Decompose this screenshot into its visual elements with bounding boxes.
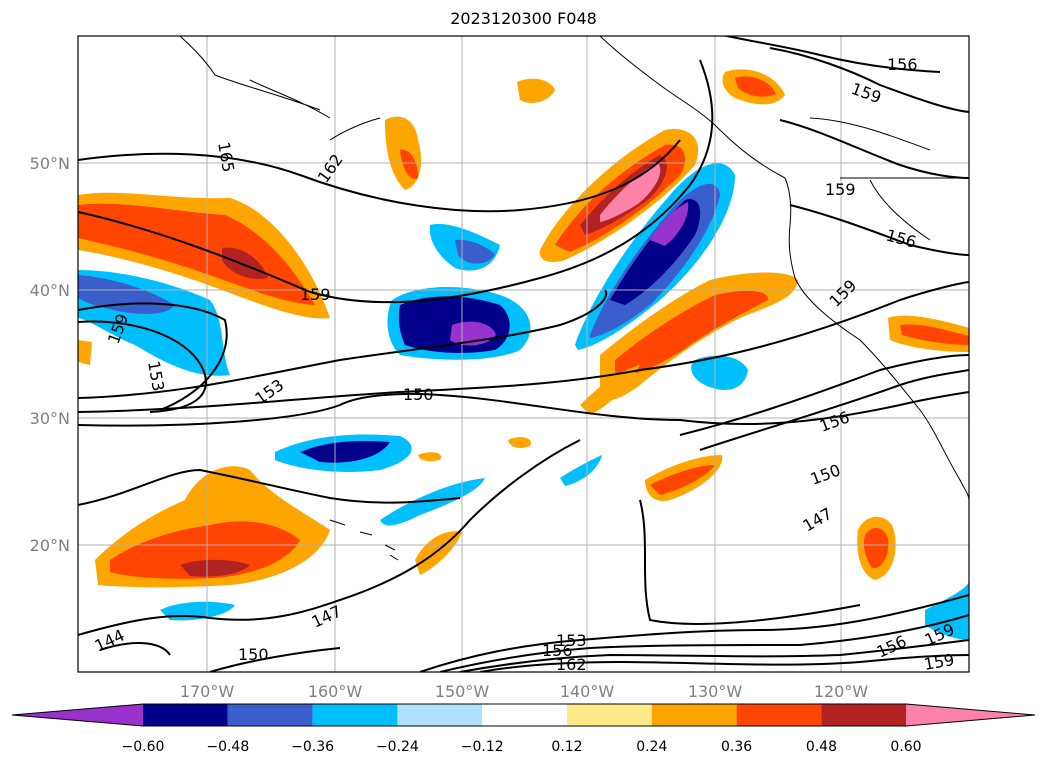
map-frame [77,35,970,673]
lat-label: 50°N [30,154,70,173]
colorbar-tick: −0.12 [461,739,504,755]
colorbar-tick: −0.36 [291,739,334,755]
contour-label: 150 [238,645,269,664]
colorbar-segment [821,704,907,726]
map-title: 2023120300 F048 [450,9,597,28]
colorbar-extend-right [906,704,1035,726]
colorbar-tick: 0.36 [721,739,752,755]
colorbar-segment [143,704,228,726]
colorbar-segment [397,704,483,726]
colorbar-tick: 0.24 [636,739,667,755]
colorbar-tick-labels: −0.60 −0.48 −0.36 −0.24 −0.12 0.12 0.24 … [122,739,922,755]
colorbar-segment [482,704,567,726]
colorbar-tick: −0.48 [206,739,249,755]
colorbar-segment [651,704,737,726]
colorbar-tick: 0.12 [551,739,582,755]
lon-label: 130°W [688,682,743,701]
contour-label: 159 [825,180,856,199]
lon-label: 140°W [560,682,615,701]
latitude-labels: 50°N 40°N 30°N 20°N [30,154,70,555]
coastlines [179,36,969,561]
lat-label: 40°N [30,281,70,300]
contour-label: 162 [556,655,587,674]
height-contours [78,36,969,672]
colorbar-segment [227,704,313,726]
contour-label: 156 [542,641,573,660]
colorbar-extend-left [12,704,143,726]
colorbar-segment [312,704,398,726]
colorbar-tick: −0.60 [122,739,165,755]
lon-label: 150°W [435,682,490,701]
lon-label: 170°W [180,682,235,701]
colorbar-tick: 0.48 [806,739,837,755]
lat-label: 20°N [30,536,70,555]
colorbar-segment [567,704,652,726]
shaded-anomaly-field [78,69,969,640]
colorbar-tick: 0.60 [890,739,921,755]
longitude-labels: 170°W 160°W 150°W 140°W 130°W 120°W [180,682,869,701]
contour-label: 150 [403,385,434,404]
colorbar-tick: −0.24 [376,739,419,755]
contour-label: 153 [556,631,587,650]
colorbar-segment [736,704,822,726]
map-plot-area [78,36,969,672]
contour-label: 156 [887,55,918,74]
colorbar: −0.60 −0.48 −0.36 −0.24 −0.12 0.12 0.24 … [11,703,1036,755]
contour-label: 159 [300,285,331,304]
lat-label: 30°N [30,409,70,428]
lon-label: 160°W [308,682,363,701]
lon-label: 120°W [814,682,869,701]
